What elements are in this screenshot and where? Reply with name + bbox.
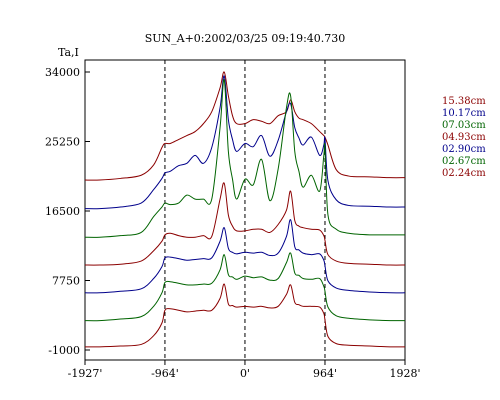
x-tick-label-3: 964' xyxy=(313,367,337,380)
x-tick-label-2: 0' xyxy=(240,367,250,380)
reference-lines xyxy=(164,60,326,360)
y-tick-label-1: 25250 xyxy=(45,136,80,149)
x-tick-label-1: -964' xyxy=(151,367,179,380)
chart-title: SUN_A+0:2002/03/25 09:19:40.730 xyxy=(145,32,346,45)
x-tick-label-4: 1928' xyxy=(389,367,420,380)
legend: 15.38cm10.17cm07.03cm04.93cm02.90cm02.67… xyxy=(442,96,486,179)
series-line-5 xyxy=(84,252,406,322)
legend-entry-4: 02.90cm xyxy=(442,144,486,155)
x-axis-ticks: -1927' -964' 0' 964' 1928' xyxy=(68,360,421,380)
legend-entry-2: 07.03cm xyxy=(442,120,486,131)
y-axis-label: Ta,I xyxy=(58,46,79,59)
series-line-6 xyxy=(84,283,406,348)
y-tick-label-4: -1000 xyxy=(48,344,80,357)
series-line-4 xyxy=(84,219,406,294)
legend-entry-3: 04.93cm xyxy=(442,132,486,143)
legend-entry-6: 02.24cm xyxy=(442,168,486,179)
legend-entry-5: 02.67cm xyxy=(442,156,486,167)
y-tick-label-0: 34000 xyxy=(45,66,80,79)
legend-entry-1: 10.17cm xyxy=(442,108,486,119)
series-line-2 xyxy=(84,79,405,238)
series-layer xyxy=(84,71,406,348)
y-axis-ticks: 34000 25250 16500 7750 -1000 xyxy=(45,66,90,357)
legend-entry-0: 15.38cm xyxy=(442,96,486,107)
series-line-1 xyxy=(84,75,406,210)
y-tick-label-2: 16500 xyxy=(45,205,80,218)
x-tick-label-0: -1927' xyxy=(68,367,103,380)
series-line-3 xyxy=(84,182,406,266)
y-tick-label-3: 7750 xyxy=(52,275,80,288)
